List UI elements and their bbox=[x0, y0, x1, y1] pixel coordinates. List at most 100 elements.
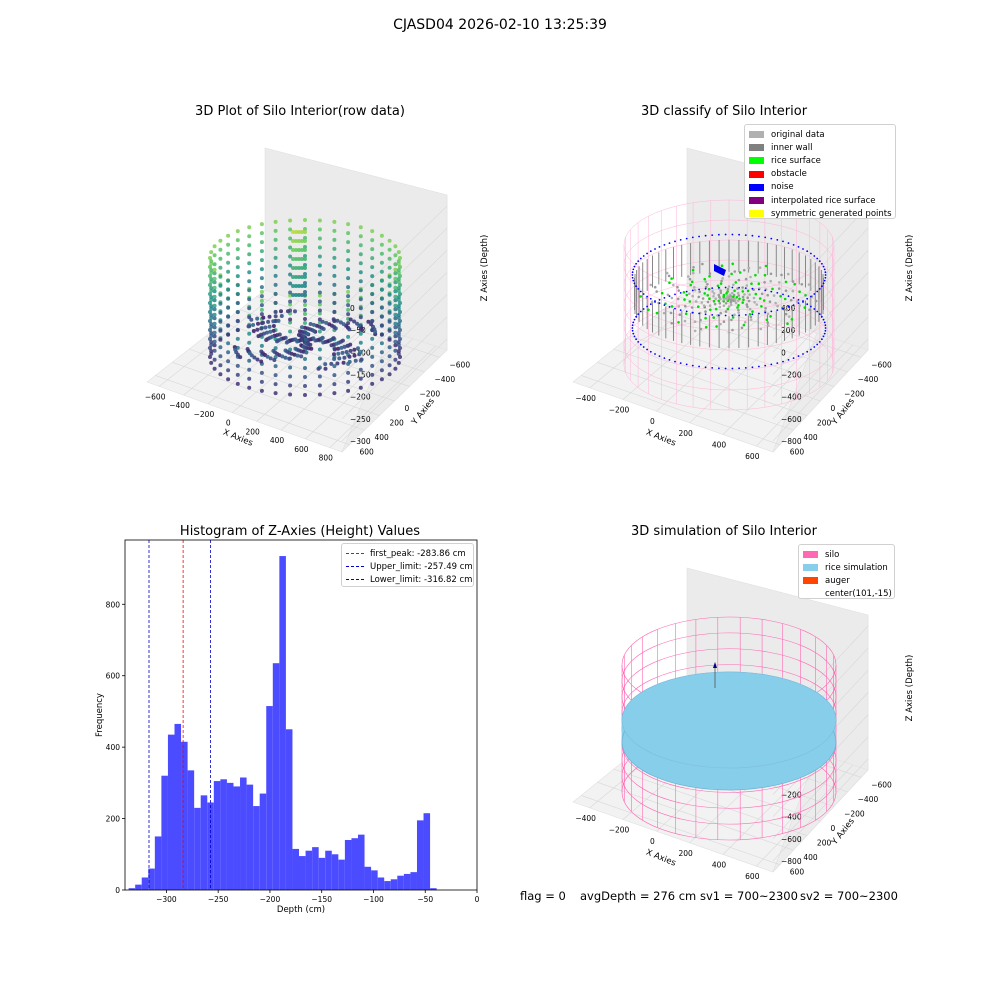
back-left-pane bbox=[264, 147, 448, 351]
data-point bbox=[209, 259, 214, 264]
data-point bbox=[288, 329, 293, 334]
data-point bbox=[732, 283, 735, 287]
histogram-bar bbox=[390, 879, 398, 890]
data-point bbox=[745, 303, 749, 306]
data-point bbox=[757, 282, 761, 286]
data-point bbox=[704, 285, 708, 289]
grid-line bbox=[772, 316, 869, 419]
data-point bbox=[668, 281, 671, 285]
data-point bbox=[218, 319, 223, 324]
data-point bbox=[303, 218, 307, 222]
data-point bbox=[387, 256, 392, 261]
noise-point bbox=[698, 312, 700, 315]
data-point bbox=[393, 262, 398, 267]
data-point bbox=[314, 323, 319, 328]
noise-point bbox=[797, 299, 800, 301]
y-tick-label: −400 bbox=[858, 375, 879, 384]
data-point bbox=[209, 360, 214, 365]
histogram-bar bbox=[240, 777, 247, 890]
data-point bbox=[300, 266, 304, 270]
z-axis-label: Z Axies (Depth) bbox=[480, 235, 490, 302]
data-point bbox=[332, 352, 336, 357]
data-point bbox=[346, 312, 351, 317]
data-point bbox=[699, 327, 703, 331]
data-point bbox=[288, 245, 293, 250]
noise-point bbox=[782, 360, 784, 363]
data-point bbox=[379, 287, 384, 292]
data-point bbox=[715, 325, 718, 328]
noise-point bbox=[770, 290, 773, 293]
data-point bbox=[209, 268, 214, 273]
data-point bbox=[267, 314, 272, 319]
noise-point bbox=[718, 367, 720, 370]
legend-label: rice simulation bbox=[825, 562, 888, 573]
y-tick-label: −600 bbox=[450, 360, 471, 369]
data-point bbox=[300, 230, 304, 234]
data-point bbox=[332, 309, 337, 314]
data-point bbox=[209, 297, 214, 302]
data-point bbox=[209, 313, 214, 318]
data-point bbox=[746, 305, 749, 309]
data-point bbox=[311, 336, 316, 341]
data-point bbox=[212, 330, 217, 335]
data-point bbox=[737, 278, 741, 282]
legend-swatch bbox=[749, 197, 764, 205]
data-point bbox=[246, 324, 251, 329]
noise-point bbox=[731, 286, 734, 289]
data-point bbox=[317, 311, 322, 316]
y-tick-label: 400 bbox=[803, 853, 818, 862]
noise-point bbox=[810, 252, 812, 255]
x-tick-label: −400 bbox=[169, 401, 190, 410]
data-point bbox=[720, 264, 724, 268]
legend-label: center(101,-15) bbox=[825, 589, 892, 600]
data-point bbox=[303, 325, 307, 330]
data-point bbox=[218, 354, 223, 359]
noise-point bbox=[821, 262, 823, 265]
data-point bbox=[303, 308, 307, 312]
legend-swatch bbox=[749, 210, 764, 218]
x-tick-label: −300 bbox=[156, 895, 177, 904]
noise-point bbox=[679, 239, 682, 241]
data-point bbox=[370, 310, 375, 315]
y-axis-label: Y Axies bbox=[409, 396, 437, 428]
data-point bbox=[259, 285, 264, 290]
noise-point bbox=[738, 286, 740, 289]
data-point bbox=[226, 242, 231, 247]
noise-point bbox=[633, 318, 636, 321]
data-point bbox=[766, 312, 770, 316]
data-point bbox=[727, 331, 731, 334]
legend-item-original: original data bbox=[749, 128, 891, 141]
data-point bbox=[758, 266, 762, 270]
data-point bbox=[209, 349, 214, 354]
data-point bbox=[347, 354, 352, 359]
legend-item-rice-surface: rice surface bbox=[749, 154, 891, 167]
data-point bbox=[727, 285, 731, 288]
noise-point bbox=[698, 288, 700, 291]
data-point bbox=[370, 292, 375, 297]
data-point bbox=[226, 323, 231, 328]
data-point bbox=[704, 280, 708, 284]
histogram-bar bbox=[246, 784, 254, 890]
data-point bbox=[393, 298, 398, 303]
x-tick-label: 400 bbox=[712, 441, 727, 450]
data-point bbox=[688, 277, 692, 281]
data-point bbox=[259, 276, 264, 281]
data-point bbox=[764, 307, 767, 310]
noise-point bbox=[824, 327, 827, 329]
data-point bbox=[793, 282, 796, 286]
data-point bbox=[655, 311, 659, 315]
data-point bbox=[235, 238, 240, 243]
histogram-bar bbox=[233, 786, 241, 890]
noise-point bbox=[816, 290, 819, 293]
data-point bbox=[370, 283, 375, 288]
data-point bbox=[692, 271, 695, 275]
data-point bbox=[288, 218, 293, 223]
data-point bbox=[218, 328, 223, 333]
x-tick-label: 200 bbox=[246, 427, 261, 436]
data-point bbox=[294, 248, 298, 252]
data-point bbox=[251, 329, 256, 333]
data-point bbox=[317, 290, 322, 295]
data-point bbox=[398, 337, 402, 341]
z-tick-label: −400 bbox=[781, 393, 802, 402]
data-point bbox=[359, 357, 364, 362]
